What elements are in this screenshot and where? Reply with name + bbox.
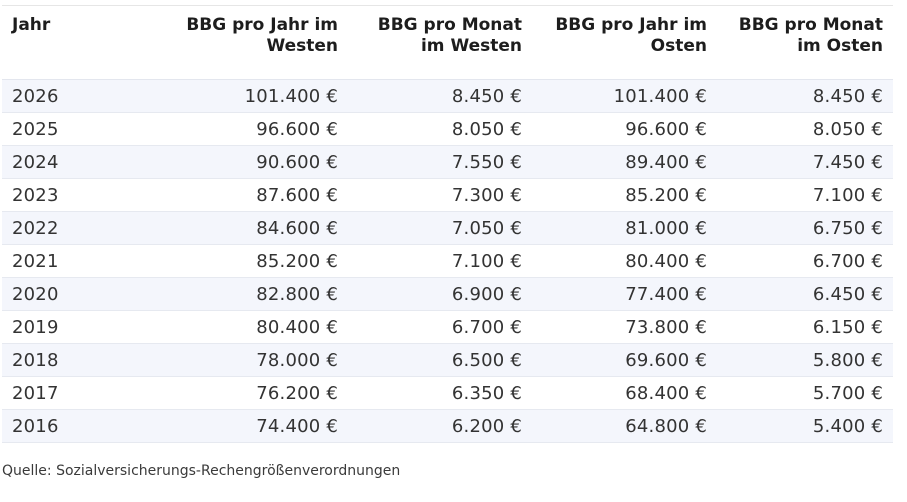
header-west-year-line2: Westen: [266, 36, 338, 56]
cell-west-month: 6.900 €: [348, 277, 532, 311]
header-west-month-line2: im Westen: [420, 36, 522, 56]
cell-east-year: 73.800 €: [532, 310, 717, 344]
header-east-year: BBG pro Jahr im Osten: [532, 5, 717, 80]
cell-west-year: 85.200 €: [130, 244, 348, 278]
table-header: Jahr BBG pro Jahr im Westen BBG pro Mona…: [2, 5, 893, 80]
table-row: 2021 85.200 € 7.100 € 80.400 € 6.700 €: [2, 244, 893, 278]
cell-east-year: 69.600 €: [532, 343, 717, 377]
cell-year: 2026: [2, 79, 130, 113]
header-year: Jahr: [2, 5, 130, 80]
cell-west-year: 101.400 €: [130, 79, 348, 113]
cell-east-month: 7.450 €: [717, 145, 893, 179]
table-row: 2018 78.000 € 6.500 € 69.600 € 5.800 €: [2, 343, 893, 377]
cell-west-month: 8.050 €: [348, 112, 532, 146]
cell-east-month: 8.450 €: [717, 79, 893, 113]
cell-year: 2023: [2, 178, 130, 212]
table-row: 2017 76.200 € 6.350 € 68.400 € 5.700 €: [2, 376, 893, 410]
cell-year: 2021: [2, 244, 130, 278]
cell-east-month: 6.700 €: [717, 244, 893, 278]
header-west-year: BBG pro Jahr im Westen: [130, 5, 348, 80]
source-note: Quelle: Sozialversicherungs-Rechengrößen…: [2, 463, 401, 479]
cell-year: 2019: [2, 310, 130, 344]
bbg-table-container: Jahr BBG pro Jahr im Westen BBG pro Mona…: [2, 5, 893, 443]
cell-year: 2024: [2, 145, 130, 179]
header-row: Jahr BBG pro Jahr im Westen BBG pro Mona…: [2, 5, 893, 80]
table-row: 2024 90.600 € 7.550 € 89.400 € 7.450 €: [2, 145, 893, 179]
cell-year: 2022: [2, 211, 130, 245]
cell-year: 2016: [2, 409, 130, 443]
cell-year: 2020: [2, 277, 130, 311]
cell-west-month: 6.350 €: [348, 376, 532, 410]
cell-east-year: 89.400 €: [532, 145, 717, 179]
cell-east-year: 96.600 €: [532, 112, 717, 146]
table-row: 2025 96.600 € 8.050 € 96.600 € 8.050 €: [2, 112, 893, 146]
header-east-month: BBG pro Monat im Osten: [717, 5, 893, 80]
cell-east-year: 81.000 €: [532, 211, 717, 245]
cell-west-month: 6.500 €: [348, 343, 532, 377]
cell-west-year: 78.000 €: [130, 343, 348, 377]
cell-east-month: 8.050 €: [717, 112, 893, 146]
cell-east-year: 77.400 €: [532, 277, 717, 311]
cell-west-month: 7.550 €: [348, 145, 532, 179]
cell-west-month: 7.100 €: [348, 244, 532, 278]
cell-east-year: 85.200 €: [532, 178, 717, 212]
header-east-month-line1: BBG pro Monat: [738, 15, 883, 35]
cell-west-year: 76.200 €: [130, 376, 348, 410]
cell-west-year: 82.800 €: [130, 277, 348, 311]
cell-west-month: 6.700 €: [348, 310, 532, 344]
cell-west-month: 7.300 €: [348, 178, 532, 212]
cell-east-month: 6.150 €: [717, 310, 893, 344]
cell-west-month: 6.200 €: [348, 409, 532, 443]
cell-east-year: 101.400 €: [532, 79, 717, 113]
header-east-year-line2: Osten: [650, 36, 707, 56]
cell-year: 2017: [2, 376, 130, 410]
table-row: 2019 80.400 € 6.700 € 73.800 € 6.150 €: [2, 310, 893, 344]
cell-year: 2018: [2, 343, 130, 377]
cell-east-month: 6.450 €: [717, 277, 893, 311]
cell-west-year: 96.600 €: [130, 112, 348, 146]
cell-west-year: 84.600 €: [130, 211, 348, 245]
cell-east-month: 7.100 €: [717, 178, 893, 212]
header-east-month-line2: im Osten: [797, 36, 883, 56]
cell-west-year: 90.600 €: [130, 145, 348, 179]
table-row: 2022 84.600 € 7.050 € 81.000 € 6.750 €: [2, 211, 893, 245]
cell-east-month: 5.400 €: [717, 409, 893, 443]
cell-west-month: 7.050 €: [348, 211, 532, 245]
cell-west-month: 8.450 €: [348, 79, 532, 113]
header-year-label: Jahr: [12, 15, 51, 35]
cell-east-year: 68.400 €: [532, 376, 717, 410]
table-row: 2023 87.600 € 7.300 € 85.200 € 7.100 €: [2, 178, 893, 212]
header-west-month: BBG pro Monat im Westen: [348, 5, 532, 80]
header-west-month-line1: BBG pro Monat: [377, 15, 522, 35]
header-west-year-line1: BBG pro Jahr im: [186, 15, 338, 35]
table-row: 2020 82.800 € 6.900 € 77.400 € 6.450 €: [2, 277, 893, 311]
cell-east-month: 6.750 €: [717, 211, 893, 245]
cell-west-year: 74.400 €: [130, 409, 348, 443]
cell-west-year: 87.600 €: [130, 178, 348, 212]
cell-west-year: 80.400 €: [130, 310, 348, 344]
cell-east-month: 5.700 €: [717, 376, 893, 410]
header-east-year-line1: BBG pro Jahr im: [555, 15, 707, 35]
cell-east-month: 5.800 €: [717, 343, 893, 377]
cell-year: 2025: [2, 112, 130, 146]
cell-east-year: 80.400 €: [532, 244, 717, 278]
table-row: 2016 74.400 € 6.200 € 64.800 € 5.400 €: [2, 409, 893, 443]
bbg-table: Jahr BBG pro Jahr im Westen BBG pro Mona…: [2, 5, 893, 443]
cell-east-year: 64.800 €: [532, 409, 717, 443]
table-body: 2026 101.400 € 8.450 € 101.400 € 8.450 €…: [2, 79, 893, 443]
table-row: 2026 101.400 € 8.450 € 101.400 € 8.450 €: [2, 79, 893, 113]
